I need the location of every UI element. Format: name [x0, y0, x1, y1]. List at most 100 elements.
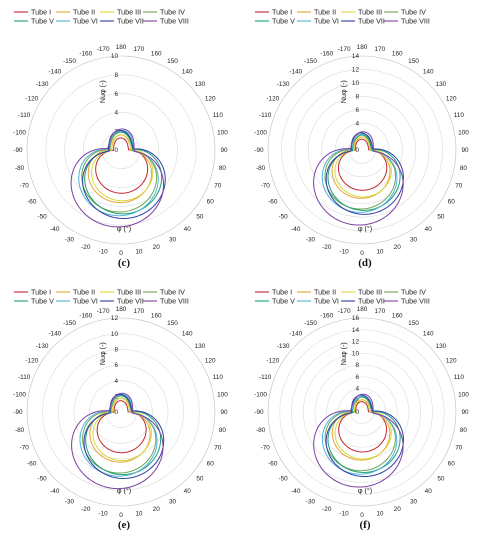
theta-tick-label: -30 [65, 498, 75, 505]
theta-tick-label: 110 [454, 374, 465, 381]
theta-tick-label: -20 [322, 506, 332, 513]
series-line [71, 392, 164, 490]
legend-label: Tube VI [314, 296, 339, 305]
legend-label: Tube VII [358, 16, 385, 25]
theta-tick-label: -160 [320, 312, 333, 319]
legend: Tube I Tube II Tube III Tube IV Tube V Tube V… [14, 287, 189, 305]
series-group [313, 131, 404, 226]
theta-tick-label: -160 [320, 50, 333, 57]
theta-tick-label: 40 [184, 488, 192, 495]
theta-tick-label: 10 [135, 511, 143, 518]
theta-tick-label: 70 [455, 444, 463, 451]
grid-ring [294, 82, 430, 218]
legend-label: Tube II [73, 287, 95, 296]
series-line [92, 397, 152, 462]
theta-tick-label: -160 [79, 312, 92, 319]
series-line [334, 399, 392, 460]
theta-axis-label: φ (°) [358, 224, 372, 233]
theta-tick-label: 110 [213, 374, 224, 381]
theta-tick-label: 120 [446, 96, 457, 103]
r-tick-label: 10 [111, 331, 119, 338]
grid-ring [307, 95, 417, 205]
legend-label: Tube VII [117, 296, 144, 305]
theta-tick-label: -100 [254, 391, 267, 398]
theta-tick-label: 100 [217, 391, 228, 398]
series-line [91, 134, 154, 202]
theta-tick-label: -70 [261, 182, 271, 189]
r-tick-label: 6 [114, 91, 118, 98]
theta-tick-label: -10 [98, 249, 108, 256]
theta-tick-label: 170 [375, 46, 386, 53]
grid-ring [58, 349, 184, 475]
theta-tick-label: -30 [306, 236, 316, 243]
theta-tick-label: 150 [167, 320, 178, 327]
theta-tick-label: 60 [207, 199, 215, 206]
theta-tick-label: -90 [13, 147, 23, 154]
panel-caption: (f) [360, 519, 371, 531]
theta-tick-label: 140 [423, 68, 434, 75]
theta-tick-label: 180 [357, 44, 368, 51]
series-line [331, 399, 391, 461]
theta-tick-label: 80 [460, 427, 468, 434]
theta-tick-label: 40 [425, 488, 433, 495]
theta-tick-label: 50 [437, 213, 445, 220]
theta-tick-label: 70 [214, 182, 222, 189]
theta-tick-label: -120 [25, 96, 38, 103]
theta-tick-label: 120 [446, 358, 457, 365]
theta-tick-label: 180 [357, 306, 368, 313]
theta-tick-label: 170 [375, 308, 386, 315]
theta-tick-label: 120 [205, 358, 216, 365]
theta-tick-label: 90 [461, 147, 469, 154]
legend-label: Tube V [31, 296, 54, 305]
r-tick-label: 10 [352, 350, 360, 357]
theta-tick-label: 100 [458, 129, 469, 136]
theta-axis-label: φ (°) [117, 224, 131, 233]
legend-label: Tube I [31, 7, 51, 16]
theta-tick-label: -50 [37, 475, 47, 482]
theta-tick-label: -40 [291, 226, 301, 233]
legend-label: Tube VI [73, 16, 98, 25]
series-line [338, 401, 388, 453]
theta-tick-label: 130 [436, 81, 447, 88]
theta-tick-label: -80 [15, 427, 25, 434]
legend-label: Tube II [314, 7, 336, 16]
theta-tick-label: 110 [454, 112, 465, 119]
theta-tick-label: -100 [13, 391, 26, 398]
theta-tick-label: -60 [268, 199, 278, 206]
grid-ring [291, 341, 433, 483]
series-line [85, 395, 162, 476]
theta-tick-label: 20 [394, 506, 402, 513]
grid-ring [45, 74, 197, 226]
theta-tick-label: 160 [151, 312, 162, 319]
theta-tick-label: 80 [460, 165, 468, 172]
legend-label: Tube VI [73, 296, 98, 305]
r-tick-label: 14 [352, 327, 360, 334]
legend-label: Tube III [358, 287, 382, 296]
theta-tick-label: -120 [266, 358, 279, 365]
theta-tick-label: -70 [261, 444, 271, 451]
series-group [313, 393, 404, 488]
panel-caption: (e) [118, 519, 131, 531]
theta-tick-label: -160 [79, 50, 92, 57]
theta-tick-label: -110 [259, 112, 272, 119]
legend-label: Tube VIII [401, 16, 430, 25]
theta-tick-label: -10 [339, 511, 349, 518]
grid-ring [281, 69, 443, 231]
polar-chart-2: Tube I Tube II Tube III Tube IV Tube V Tube V… [254, 7, 469, 269]
theta-tick-label: 10 [376, 511, 384, 518]
grid-ring [267, 55, 457, 245]
legend-label: Tube VI [314, 16, 339, 25]
grid-ring [89, 380, 153, 444]
theta-tick-label: -170 [97, 46, 110, 53]
polar-grid [26, 55, 216, 245]
theta-tick-label: 130 [436, 343, 447, 350]
theta-tick-label: -20 [322, 244, 332, 251]
theta-tick-label: -90 [254, 409, 264, 416]
theta-tick-label: -60 [27, 199, 37, 206]
theta-tick-label: -140 [289, 68, 302, 75]
legend-label: Tube II [314, 287, 336, 296]
r-tick-label: 4 [355, 386, 359, 393]
series-line [95, 137, 149, 194]
r-tick-label: 0 [355, 409, 359, 416]
theta-tick-label: -40 [50, 488, 60, 495]
